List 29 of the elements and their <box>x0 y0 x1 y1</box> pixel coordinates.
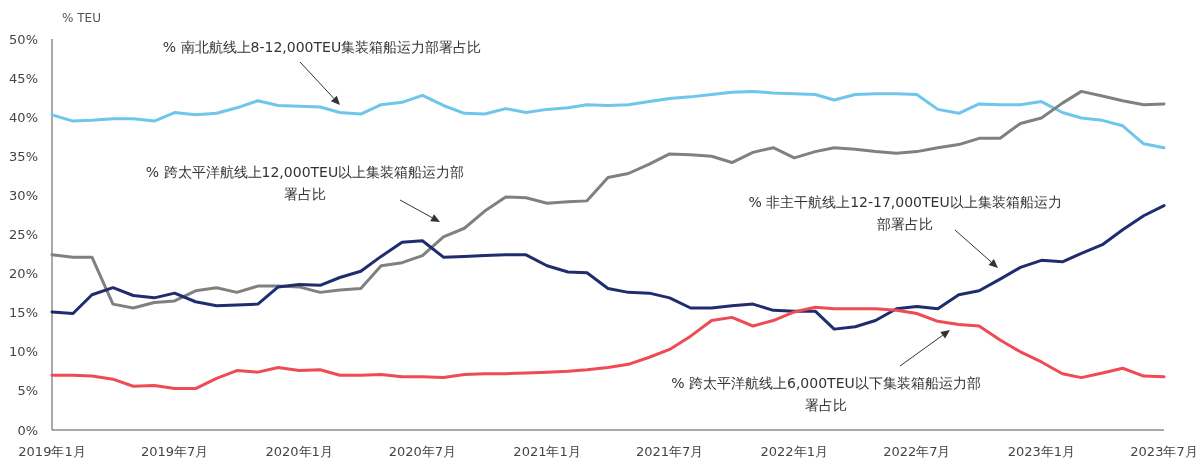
y-tick-label: 5% <box>17 383 38 399</box>
y-tick-label: 40% <box>9 109 38 125</box>
x-tick-label: 2021年1月 <box>513 444 581 459</box>
x-tick-label: 2019年1月 <box>18 444 86 459</box>
y-tick-label: 10% <box>9 344 38 360</box>
x-tick-label: 2019年7月 <box>140 444 209 459</box>
y-tick-label: 50% <box>9 31 38 47</box>
y-tick-label: 45% <box>9 70 38 86</box>
y-tick-label: 20% <box>9 266 38 282</box>
x-tick-label: 2022年1月 <box>760 444 828 459</box>
x-tick-label: 2023年1月 <box>1007 444 1076 459</box>
y-tick-label: 0% <box>17 422 38 438</box>
x-tick-label: 2021年7月 <box>635 444 704 459</box>
y-tick-label: 30% <box>9 187 38 203</box>
line-series <box>50 305 1166 391</box>
x-tick-label: 2020年7月 <box>388 444 457 459</box>
annotation: % 跨太平洋航线上6,000TEU以下集装箱船运力部署占比 <box>671 375 981 413</box>
line-series <box>50 89 1166 150</box>
y-tick-label: 35% <box>9 148 38 164</box>
y-axis-title: % TEU <box>62 11 101 25</box>
x-tick-label: 2022年7月 <box>883 444 951 459</box>
annotation: % 南北航线上8-12,000TEU集装箱船运力部署占比 <box>162 39 482 55</box>
line-series <box>50 89 1166 310</box>
x-tick-label: 2020年1月 <box>265 444 333 459</box>
y-tick-label: 15% <box>9 305 38 321</box>
y-tick-label: 25% <box>9 227 38 243</box>
x-tick-label: 2023年7月 <box>1130 444 1198 459</box>
annotation: % 跨太平洋航线上12,000TEU以上集装箱船运力部署占比 <box>145 164 465 202</box>
annotation: % 非主干航线上12-17,000TEU以上集装箱船运力部署占比 <box>748 194 1062 232</box>
